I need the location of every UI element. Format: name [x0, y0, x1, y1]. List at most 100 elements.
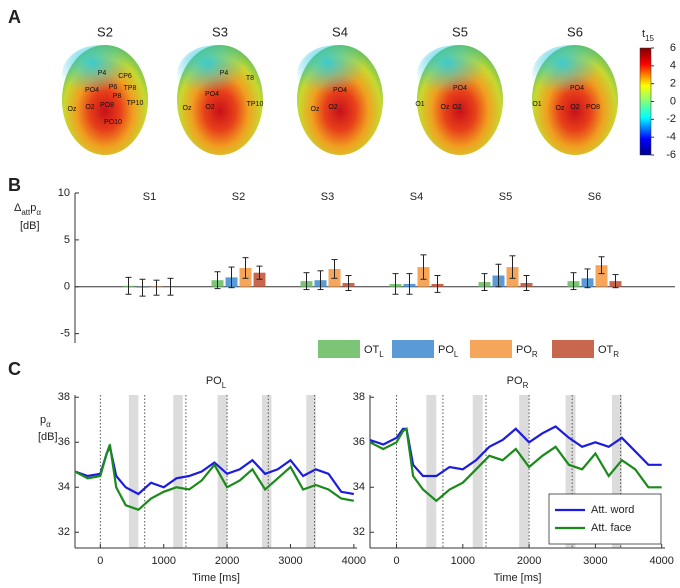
electrode-label: PO10 — [104, 119, 122, 126]
electrode-label: O1 — [532, 101, 541, 108]
x-tick-label: 1000 — [151, 555, 175, 567]
y-axis-label: Δattpα — [14, 202, 41, 217]
legend-label: Att. face — [591, 522, 631, 534]
y-tick-label: 5 — [64, 234, 70, 246]
colorbar-tick-label: 6 — [670, 42, 676, 54]
text-part: OT — [598, 344, 614, 356]
category-label: S1 — [143, 191, 156, 203]
map-title: S2 — [97, 24, 113, 39]
head-top — [532, 45, 608, 105]
y-axis-label-unit: [dB] — [20, 220, 40, 232]
electrode-label: PO4 — [205, 91, 219, 98]
y-tick-label: 32 — [58, 526, 70, 538]
y-tick-label: 36 — [353, 436, 365, 448]
x-tick-label: 0 — [97, 555, 103, 567]
text-part: PO — [438, 344, 454, 356]
x-tick-label: 3000 — [583, 555, 607, 567]
subscript: R — [613, 350, 619, 359]
category-label: S4 — [410, 191, 423, 203]
electrode-label: TP10 — [247, 101, 264, 108]
legend-swatch — [392, 340, 434, 358]
electrode-label: P4 — [98, 70, 107, 77]
subscript: L — [222, 381, 227, 390]
electrode-label: PO4 — [333, 87, 347, 94]
legend-label: POL — [438, 344, 459, 359]
category-label: S2 — [232, 191, 245, 203]
electrode-label: Oz — [311, 106, 320, 113]
electrode-label: PO8 — [100, 102, 114, 109]
x-tick-label: 4000 — [342, 555, 366, 567]
y-tick-label: 38 — [353, 391, 365, 403]
legend-swatch — [552, 340, 594, 358]
map-title: S5 — [452, 24, 468, 39]
colorbar — [640, 48, 651, 155]
legend-swatch — [470, 340, 512, 358]
legend-label: OTR — [598, 344, 619, 359]
y-tick-label: 38 — [58, 391, 70, 403]
y-tick-label: 32 — [353, 526, 365, 538]
electrode-label: Oz — [183, 105, 192, 112]
subscript: 15 — [645, 34, 654, 43]
electrode-label: Oz — [68, 106, 77, 113]
colorbar-tick-label: 4 — [670, 60, 676, 72]
panel-label: B — [8, 175, 21, 195]
shaded-region — [519, 395, 529, 548]
legend-label: OTL — [364, 344, 384, 359]
colorbar-tick-label: -2 — [666, 113, 676, 125]
chart-title: POL — [206, 375, 227, 390]
electrode-label: O2 — [328, 104, 337, 111]
x-tick-label: 4000 — [649, 555, 673, 567]
y-tick-label: 0 — [64, 281, 70, 293]
legend-swatch — [318, 340, 360, 358]
y-tick-label: 34 — [353, 481, 365, 493]
y-axis-label: pα — [40, 414, 51, 429]
text-part: OT — [364, 344, 380, 356]
electrode-label: PO4 — [570, 85, 584, 92]
electrode-label: O1 — [415, 101, 424, 108]
x-tick-label: 2000 — [517, 555, 541, 567]
subscript: L — [379, 350, 384, 359]
y-tick-label: 34 — [58, 481, 70, 493]
x-tick-label: 3000 — [278, 555, 302, 567]
map-title: S6 — [567, 24, 583, 39]
category-label: S5 — [499, 191, 512, 203]
colorbar-tick-label: -6 — [666, 149, 676, 161]
figure: A B C S2P4CP6PO4P6TP8P8OzO2PO8TP10PO10S3… — [0, 0, 680, 588]
y-axis-label-unit: [dB] — [38, 431, 58, 443]
electrode-label: PO8 — [586, 104, 600, 111]
electrode-label: P6 — [109, 84, 118, 91]
shaded-region — [426, 395, 436, 548]
map-title: S4 — [332, 24, 348, 39]
subscript: α — [36, 208, 41, 217]
electrode-label: Oz — [556, 105, 565, 112]
map-title: S3 — [212, 24, 228, 39]
electrode-label: PO4 — [453, 85, 467, 92]
x-axis-label: Time [ms] — [192, 572, 240, 584]
x-axis-label: Time [ms] — [494, 572, 542, 584]
legend-box — [549, 494, 661, 544]
head-top — [417, 45, 493, 105]
text-part: PO — [507, 375, 523, 387]
text-part: PO — [516, 344, 532, 356]
electrode-label: CP6 — [118, 73, 132, 80]
y-tick-label: 10 — [58, 187, 70, 199]
x-tick-label: 2000 — [215, 555, 239, 567]
subscript: R — [532, 350, 538, 359]
colorbar-tick-label: -4 — [666, 131, 676, 143]
electrode-label: P8 — [113, 93, 122, 100]
y-tick-label: 36 — [58, 436, 70, 448]
electrode-label: TP10 — [127, 100, 144, 107]
colorbar-tick-label: 2 — [670, 78, 676, 90]
text-part: PO — [206, 375, 222, 387]
shaded-region — [129, 395, 139, 548]
colorbar-tick-label: 0 — [670, 95, 676, 107]
subscript: L — [454, 350, 459, 359]
chart-title: POR — [507, 375, 529, 390]
x-tick-label: 0 — [393, 555, 399, 567]
legend-label: POR — [516, 344, 538, 359]
electrode-label: Oz — [441, 104, 450, 111]
category-label: S3 — [321, 191, 334, 203]
electrode-label: T8 — [246, 75, 254, 82]
panel-label: C — [8, 359, 21, 379]
colorbar-title: t15 — [642, 28, 655, 43]
